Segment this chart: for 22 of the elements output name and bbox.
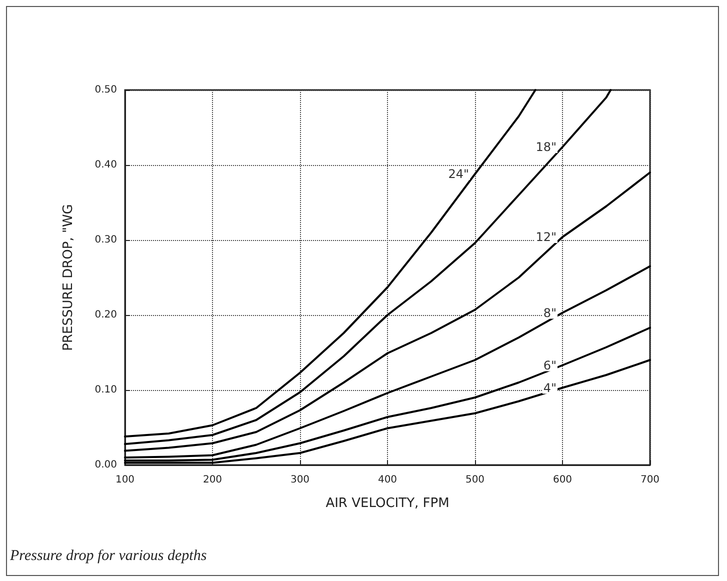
x-tick-label: 300 [290, 474, 310, 486]
x-tick-label: 700 [640, 474, 660, 486]
series-label: 24" [448, 167, 469, 181]
y-tick-label: 0.40 [94, 160, 117, 170]
series-label: 8" [543, 306, 556, 320]
x-tick-label: 600 [552, 474, 572, 486]
series-label: 12" [536, 230, 556, 244]
x-axis-title: AIR VELOCITY, FPM [326, 496, 450, 511]
series-label: 18" [536, 140, 556, 154]
series-label: 4" [543, 380, 556, 395]
y-tick-label: 0.10 [94, 384, 117, 396]
series-label: 6" [543, 358, 556, 372]
y-tick-label: 0.00 [94, 460, 117, 470]
y-tick-label: 0.30 [94, 234, 117, 246]
y-tick-label: 0.50 [94, 84, 117, 96]
y-axis-title: PRESSURE DROP, "WG [61, 204, 76, 351]
y-tick-label: 0.20 [94, 310, 117, 320]
x-tick-label: 200 [202, 474, 222, 486]
x-tick-label: 400 [378, 474, 398, 486]
text: Pressure drop for various depths [10, 548, 207, 565]
x-tick-label: 100 [115, 474, 135, 486]
x-tick-label: 500 [465, 474, 485, 486]
